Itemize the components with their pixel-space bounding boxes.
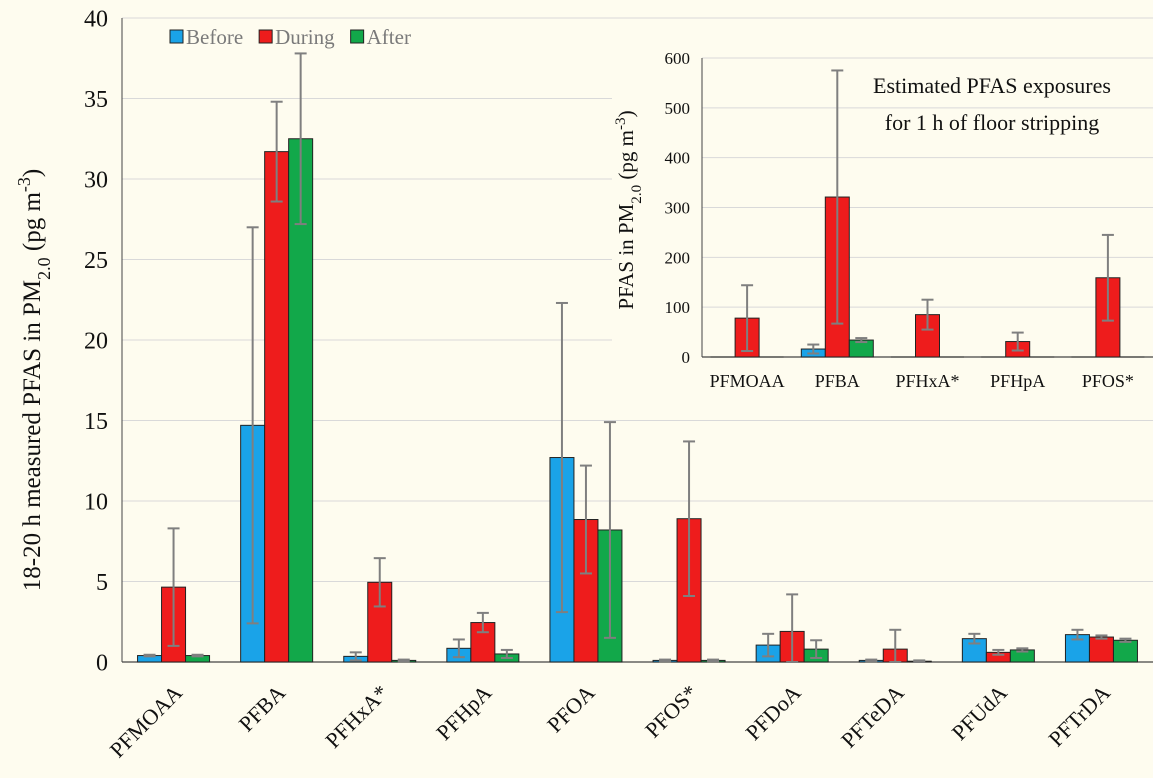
inset-title-line1: Estimated PFAS exposures xyxy=(873,73,1111,98)
main-y-tick-label: 20 xyxy=(84,328,108,354)
legend-label-during: During xyxy=(275,25,335,49)
inset-y-axis-label-part-2: (pg m xyxy=(614,130,638,185)
main-y-axis-label-part-3: -3 xyxy=(14,177,34,192)
main-bar-after xyxy=(1112,639,1138,663)
inset-y-tick-label: 600 xyxy=(665,49,691,68)
inset-error-bars xyxy=(741,69,1114,355)
inset-chart: 0 100 200 300 400 500 600 PFMOAA PFBA PFHxA* PFHp… xyxy=(612,40,1153,402)
inset-y-axis-label: PFAS in PM2.0 (pg m-3) xyxy=(613,110,645,309)
main-y-tick-label: 25 xyxy=(84,248,108,274)
legend-swatch-after xyxy=(350,29,365,44)
inset-x-tick-label: PFOS* xyxy=(1082,371,1134,391)
inset-y-axis-label-part-0: PFAS in PM xyxy=(614,203,638,309)
main-legend: Before During After xyxy=(169,25,411,49)
main-y-tick-label: 5 xyxy=(96,570,108,596)
inset-y-axis-label-part-1: 2.0 xyxy=(629,185,645,204)
main-y-axis-label-part-1: 2.0 xyxy=(34,257,54,280)
inset-y-tick-labels: 0 100 200 300 400 500 600 xyxy=(665,49,691,367)
inset-y-tick-label: 100 xyxy=(665,298,691,317)
main-y-axis-label-part-2: (pg m xyxy=(19,192,46,258)
legend-label-after: After xyxy=(367,25,411,49)
inset-x-tick-label: PFHxA* xyxy=(895,371,959,391)
main-bar-after xyxy=(288,138,314,663)
main-y-tick-label: 0 xyxy=(96,650,108,676)
main-y-axis-label: 18-20 h measured PFAS in PM2.0 (pg m-3) xyxy=(14,169,54,591)
main-y-tick-label: 35 xyxy=(84,87,108,113)
main-bar-during xyxy=(264,151,290,663)
inset-y-axis-label-part-3: -3 xyxy=(613,117,629,130)
main-error-bars xyxy=(143,52,1132,663)
inset-y-tick-label: 300 xyxy=(665,198,691,217)
inset-x-tick-label: PFHpA xyxy=(990,371,1045,391)
inset-y-tick-label: 200 xyxy=(665,248,691,267)
main-y-axis-label-part-0: 18-20 h measured PFAS in PM xyxy=(19,280,46,591)
inset-title-line2: for 1 h of floor stripping xyxy=(885,110,1099,135)
legend-label-before: Before xyxy=(186,25,243,49)
inset-x-tick-label: PFMOAA xyxy=(710,371,785,391)
inset-x-tick-labels: PFMOAA PFBA PFHxA* PFHpA PFOS* xyxy=(710,371,1134,391)
inset-y-tick-label: 0 xyxy=(682,348,691,367)
main-y-tick-label: 15 xyxy=(84,409,108,435)
inset-x-tick-label: PFBA xyxy=(815,371,860,391)
main-y-tick-labels: 0 5 10 15 20 25 30 35 40 xyxy=(84,6,108,676)
inset-y-tick-label: 400 xyxy=(665,149,691,168)
main-y-tick-label: 30 xyxy=(84,167,108,193)
inset-y-axis-label-part-4: ) xyxy=(614,110,638,117)
inset-y-tick-label: 500 xyxy=(665,99,691,118)
legend-swatch-before xyxy=(169,29,184,44)
main-bar-during xyxy=(1088,636,1114,663)
legend-swatch-during xyxy=(258,29,273,44)
main-y-tick-label: 40 xyxy=(84,6,108,32)
main-y-tick-label: 10 xyxy=(84,489,108,515)
main-y-axis-label-part-4: ) xyxy=(19,169,46,177)
